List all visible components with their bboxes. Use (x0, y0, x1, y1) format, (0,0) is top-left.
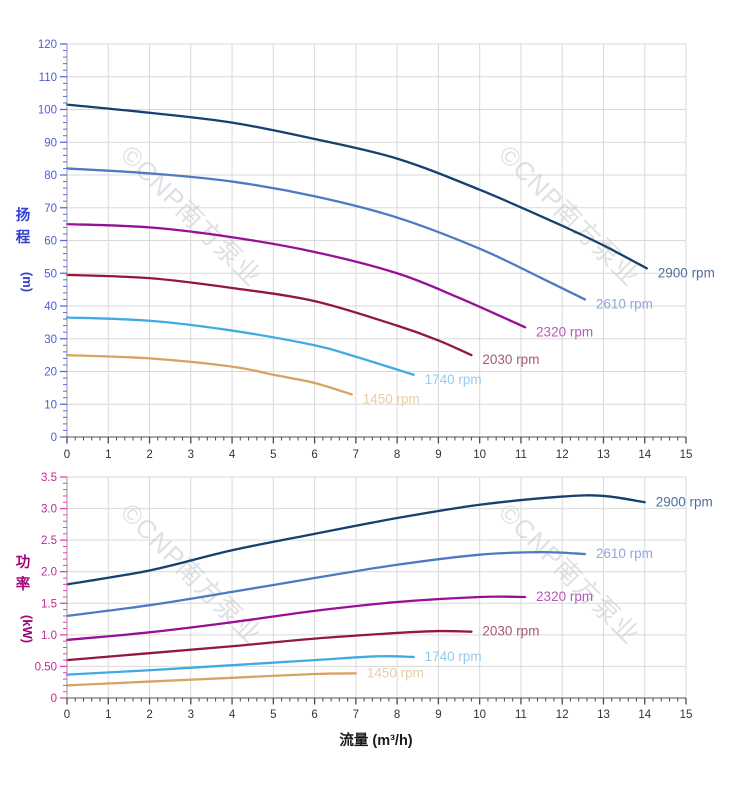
y-tick-label: 30 (44, 334, 57, 346)
curve-label-1450-rpm: 1450 rpm (367, 665, 424, 680)
x-tick-label: 2 (146, 449, 152, 461)
y-tick-label: 2.0 (41, 567, 57, 579)
curve-2610-rpm (65, 167, 587, 301)
y-tick-label: 0 (51, 693, 57, 705)
y-tick-label: 40 (44, 301, 57, 313)
y-axis-title-char: 程 (16, 229, 31, 246)
x-tick-label: 0 (64, 449, 70, 461)
curve-2900-rpm (65, 103, 648, 270)
curve-label-2900-rpm: 2900 rpm (656, 494, 713, 509)
y-tick-label: 0.50 (35, 661, 57, 673)
x-tick-label: 10 (473, 449, 486, 461)
curve-2320-rpm (65, 595, 527, 642)
x-tick-label: 11 (515, 449, 527, 461)
x-tick-label: 0 (64, 709, 70, 721)
curve-label-1450-rpm: 1450 rpm (363, 391, 420, 406)
x-tick-label: 1 (105, 709, 111, 721)
y-axis-title-unit: (m) (20, 272, 35, 292)
y-tick-label: 60 (44, 236, 57, 248)
y-axis-title-unit: (kW) (20, 615, 35, 643)
x-tick-label: 3 (188, 449, 194, 461)
y-tick-label: 2.5 (41, 535, 57, 547)
flow-axis-title: 流量 (m³/h) (339, 731, 412, 749)
curve-label-1740-rpm: 1740 rpm (425, 372, 482, 387)
y-axis-title-char: 功 (16, 554, 31, 571)
curve-1740-rpm (65, 655, 415, 676)
y-tick-label: 20 (44, 367, 57, 379)
curve-label-2030-rpm: 2030 rpm (482, 624, 539, 639)
y-tick-label: 1.0 (41, 630, 57, 642)
curve-1740-rpm (65, 316, 415, 376)
y-tick-label: 50 (44, 268, 57, 280)
x-tick-label: 13 (597, 709, 610, 721)
x-tick-label: 4 (229, 709, 236, 721)
x-tick-label: 12 (556, 709, 569, 721)
y-tick-label: 10 (44, 399, 57, 411)
y-tick-label: 0 (51, 432, 57, 444)
curve-label-2610-rpm: 2610 rpm (596, 546, 653, 561)
x-tick-label: 8 (394, 709, 400, 721)
x-tick-label: 15 (680, 709, 693, 721)
x-tick-label: 3 (188, 709, 194, 721)
y-tick-label: 70 (44, 203, 57, 215)
curve-label-2610-rpm: 2610 rpm (596, 296, 653, 311)
y-tick-label: 80 (44, 170, 57, 182)
curve-2900-rpm (65, 494, 646, 586)
curve-label-2900-rpm: 2900 rpm (658, 265, 715, 280)
x-tick-label: 6 (311, 449, 317, 461)
curve-2030-rpm (65, 273, 473, 357)
curve-2610-rpm (65, 550, 587, 618)
x-tick-label: 7 (353, 709, 359, 721)
x-tick-label: 8 (394, 449, 400, 461)
x-tick-label: 6 (311, 709, 317, 721)
x-tick-label: 5 (270, 449, 276, 461)
y-tick-label: 110 (39, 72, 57, 84)
y-axis-title-char: 扬 (16, 206, 31, 224)
curve-2030-rpm (65, 629, 473, 662)
y-axis-title-char: 率 (16, 575, 31, 593)
x-tick-label: 2 (146, 709, 152, 721)
x-tick-label: 15 (680, 449, 693, 461)
y-tick-label: 1.5 (41, 598, 57, 610)
x-tick-label: 9 (435, 709, 441, 721)
curve-label-2320-rpm: 2320 rpm (536, 589, 593, 604)
watermark-text: ©CNP南方泵业 (115, 139, 268, 292)
y-tick-label: 100 (38, 105, 57, 117)
x-tick-label: 10 (473, 709, 486, 721)
x-tick-label: 7 (353, 449, 359, 461)
curve-2320-rpm (65, 222, 527, 329)
curve-label-2320-rpm: 2320 rpm (536, 324, 593, 339)
y-tick-label: 120 (38, 39, 57, 51)
x-tick-label: 9 (435, 449, 441, 461)
x-tick-label: 5 (270, 709, 276, 721)
watermark-text: ©CNP南方泵业 (493, 139, 646, 292)
y-tick-label: 3.0 (41, 504, 57, 516)
y-tick-label: 3.5 (41, 472, 57, 484)
x-tick-label: 13 (597, 449, 610, 461)
x-tick-label: 12 (556, 449, 569, 461)
curve-1450-rpm (65, 353, 353, 396)
y-tick-label: 90 (44, 137, 57, 149)
x-tick-label: 14 (638, 449, 651, 461)
x-tick-label: 14 (638, 709, 651, 721)
curve-label-2030-rpm: 2030 rpm (482, 352, 539, 367)
x-tick-label: 11 (515, 709, 527, 721)
x-tick-label: 1 (105, 449, 111, 461)
curve-label-1740-rpm: 1740 rpm (425, 649, 482, 664)
curve-1450-rpm (65, 672, 358, 687)
x-tick-label: 4 (229, 449, 236, 461)
